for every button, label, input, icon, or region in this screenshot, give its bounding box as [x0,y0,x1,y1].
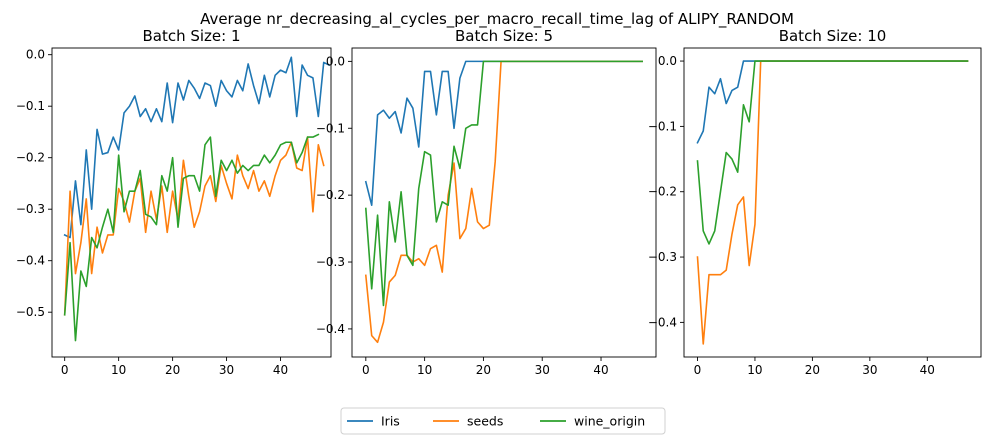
y-tick-label: −0.3 [16,202,45,216]
y-tick-label: −0.1 [648,119,677,133]
series-line-iris [63,56,331,239]
x-tick-label: 30 [219,363,234,377]
y-tick-label: −0.4 [316,322,345,336]
x-tick-label: 40 [273,363,288,377]
series-line-seeds [364,60,643,344]
x-tick-label: 20 [165,363,180,377]
x-tick-label: 20 [805,363,820,377]
legend: Iris seeds wine_origin [340,407,666,435]
legend-box [340,407,666,435]
y-tick-label: −0.3 [648,250,677,264]
series-line-seeds [63,136,325,316]
series-line-wine-origin [696,60,969,245]
y-tick-label: −0.3 [316,255,345,269]
panel-title: Batch Size: 10 [779,27,887,45]
x-tick-label: 10 [111,363,126,377]
y-tick-label: −0.2 [648,185,677,199]
chart-suptitle: Average nr_decreasing_al_cycles_per_macr… [200,10,794,29]
y-tick-label: −0.5 [16,305,45,319]
x-tick-label: 40 [593,363,608,377]
axes-frame [51,47,332,358]
panel-title: Batch Size: 5 [455,27,553,45]
axes-frame [683,47,982,358]
legend-item-seeds: seeds [433,414,503,429]
legend-item-iris: Iris [347,414,400,429]
panels: Batch Size: 10 10 20 30 400.0−0.1−0.2−0.3−0.… [16,27,982,377]
x-tick-label: 30 [535,363,550,377]
y-tick-label: 0.0 [326,54,345,68]
legend-label: wine_origin [574,414,645,429]
panel-2: Batch Size: 5 0 10 20 30 40 0.0 −0.1 −0.2 −0.3 −0.… [316,27,657,377]
legend-item-wine-origin: wine_origin [540,414,645,429]
panel-1: Batch Size: 1 0 10 20 30 40 0.0 −0.1 −0.2 −0.3 −0.… [16,27,332,377]
x-tick-label: 0 [694,363,702,377]
y-tick-label: −0.2 [316,188,345,202]
panel-3: Batch Size: 10 0 10 20 30 40 0.0 −0.1 −0.2 −0.3 −0… [648,27,982,377]
x-tick-label: 0 [362,363,370,377]
x-tick-label: 0 [61,363,69,377]
x-tick-label: 10 [417,363,432,377]
series-line-iris [696,60,969,144]
y-tick-label: −0.4 [16,254,45,268]
y-tick-label: −0.1 [316,121,345,135]
legend-label: seeds [467,414,503,429]
y-tick-label: 0.0 [658,54,677,68]
x-tick-label: 30 [862,363,877,377]
y-tick-label: −0.2 [16,151,45,165]
x-tick-label: 40 [920,363,935,377]
y-tick-label: 0.0 [26,48,45,62]
series-line-iris [364,60,643,206]
x-tick-label: 10 [747,363,762,377]
series-line-seeds [696,60,969,345]
legend-label: Iris [381,414,400,429]
panel-title: Batch Size: 1 [142,27,240,45]
axes-frame [351,47,657,358]
x-tick-label: 20 [476,363,491,377]
y-tick-label: −0.1 [16,99,45,113]
series-line-wine-origin [364,60,643,307]
series-line-wine-origin [63,133,320,342]
y-tick-label: −0.4 [648,315,677,329]
